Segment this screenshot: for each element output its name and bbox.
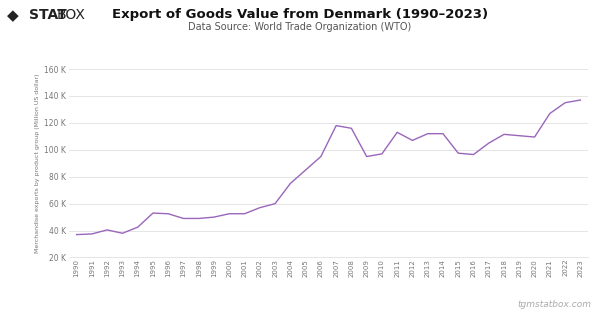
Text: tgmstatbox.com: tgmstatbox.com xyxy=(517,300,591,309)
Text: Export of Goods Value from Denmark (1990–2023): Export of Goods Value from Denmark (1990… xyxy=(112,8,488,21)
Text: STAT: STAT xyxy=(29,8,67,22)
Text: ◆: ◆ xyxy=(7,8,19,23)
Y-axis label: Merchandise exports by product group (Million US dollar): Merchandise exports by product group (Mi… xyxy=(35,73,40,253)
Text: BOX: BOX xyxy=(57,8,86,22)
Text: Data Source: World Trade Organization (WTO): Data Source: World Trade Organization (W… xyxy=(188,22,412,32)
